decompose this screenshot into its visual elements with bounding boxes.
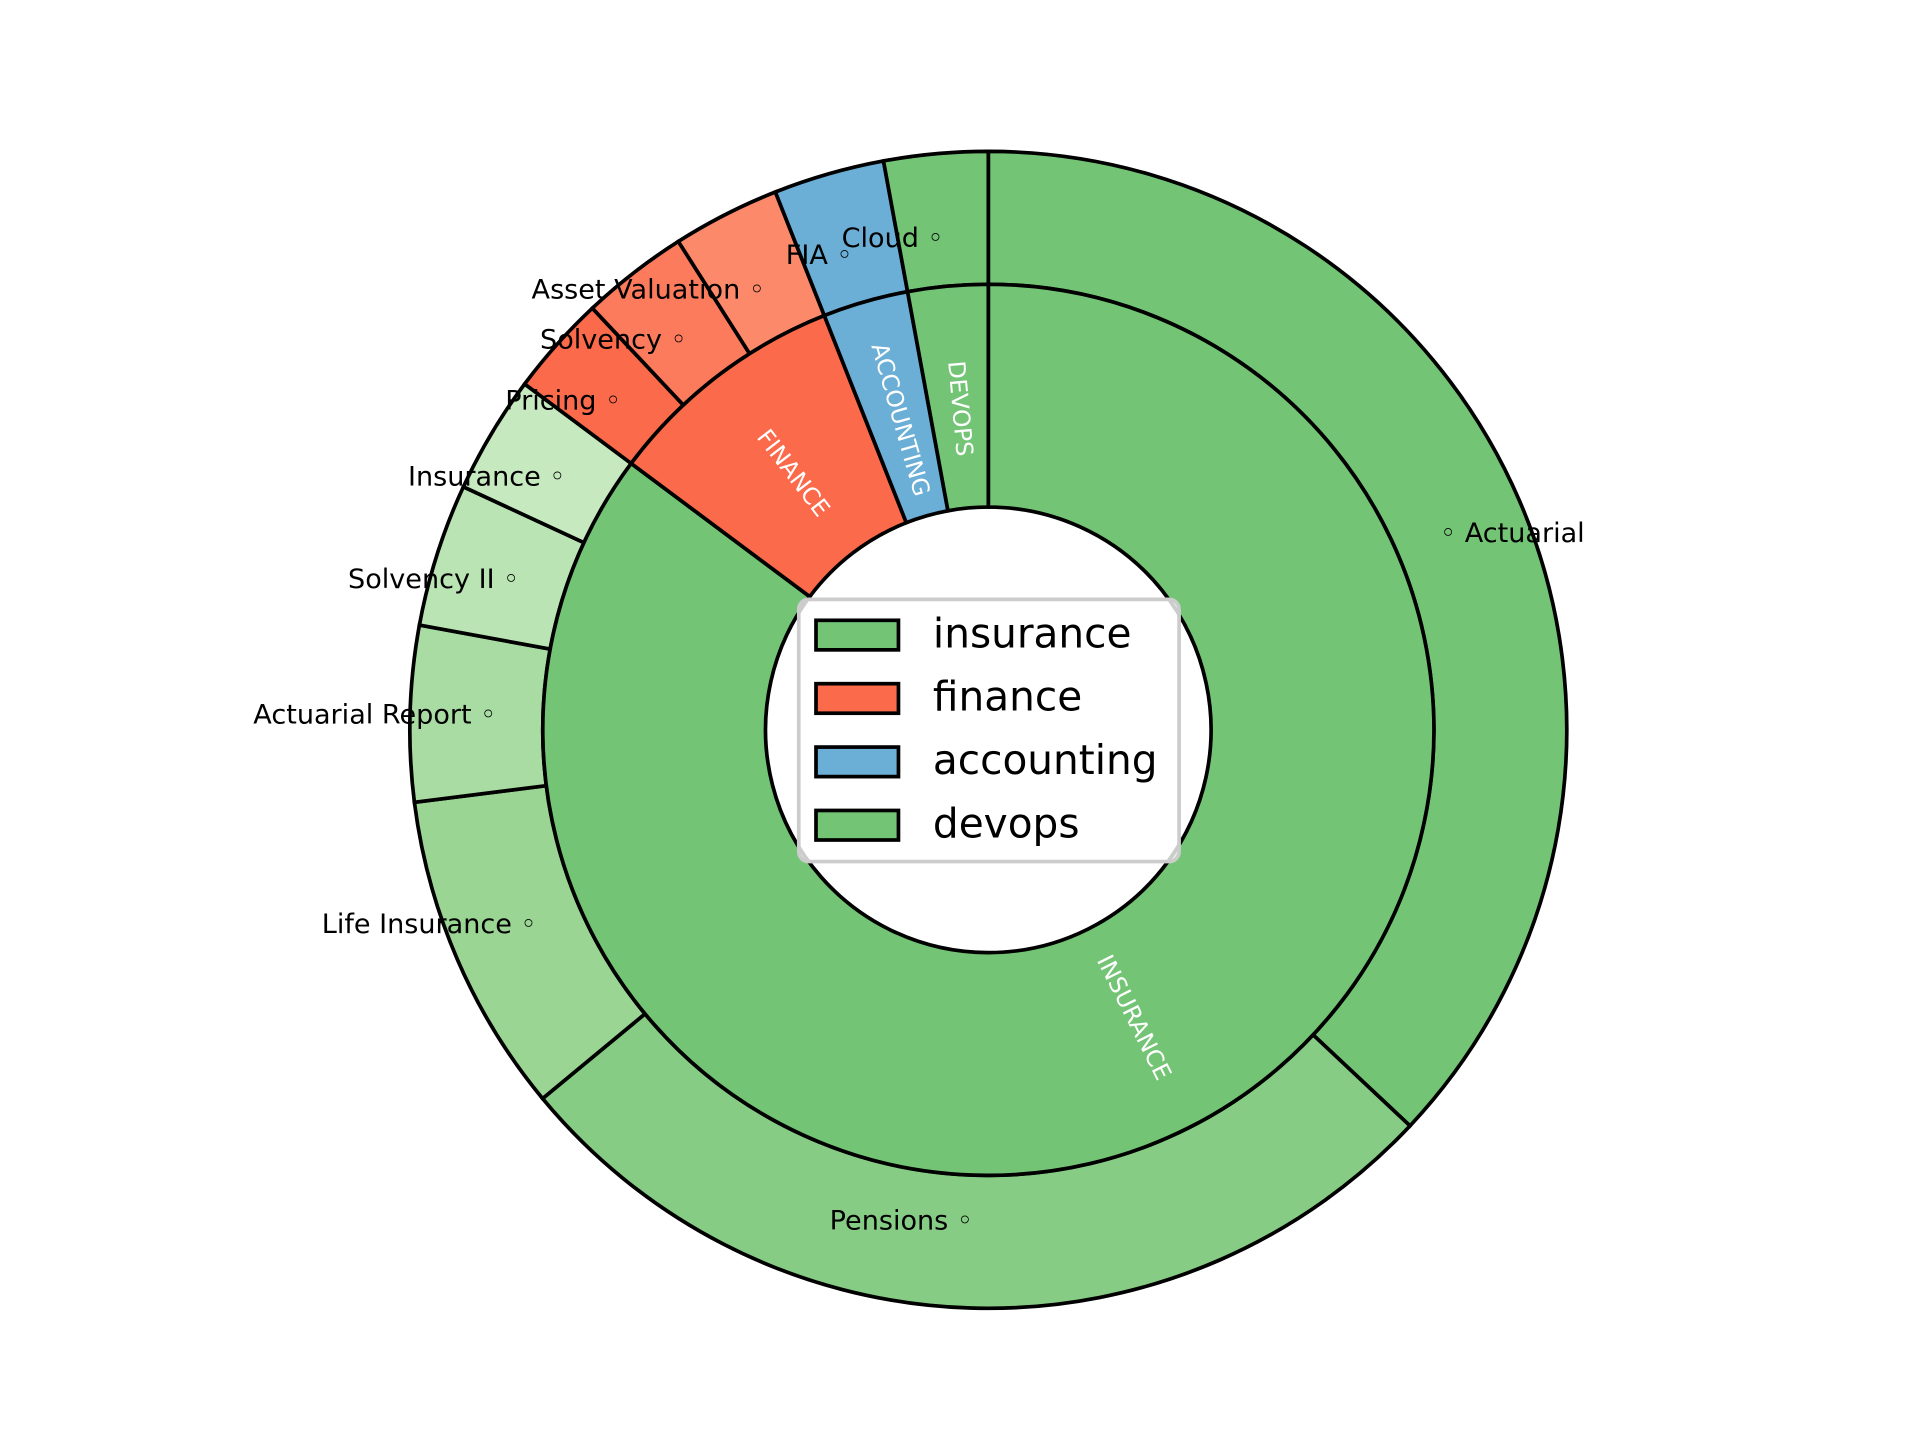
legend-swatch [814,618,901,652]
legend: insurance finance accounting devops [796,597,1181,864]
outer-label: Insurance ◦ [408,461,565,492]
legend-label: devops [933,799,1080,847]
legend-label: finance [933,673,1082,721]
outer-label: ◦ Actuarial [1440,518,1585,549]
outer-label: FIA ◦ [786,240,853,271]
outer-label: Cloud ◦ [842,223,944,254]
inner-slice-devops [905,282,991,513]
legend-swatch [814,745,901,779]
outer-label: Solvency ◦ [540,324,687,355]
outer-label: Solvency II ◦ [348,564,519,595]
legend-label: insurance [933,609,1132,657]
outer-label: Asset Valuation ◦ [532,275,765,306]
legend-swatch [814,808,901,842]
outer-label: Life Insurance ◦ [322,909,537,940]
outer-label: Pricing ◦ [505,385,621,416]
legend-box [796,597,1181,864]
outer-label: Pensions ◦ [830,1205,973,1236]
outer-label: Actuarial Report ◦ [253,699,496,730]
legend-swatch [814,681,901,716]
legend-label: accounting [933,736,1158,784]
inner-slice-finance [628,313,909,600]
